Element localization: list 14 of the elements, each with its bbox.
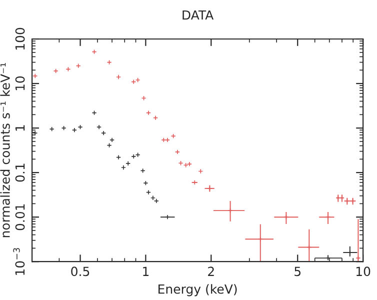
- x-tick-label: 0.5: [71, 266, 90, 276]
- chart-title: DATA: [182, 10, 214, 20]
- x-tick-label: 2: [208, 266, 214, 276]
- y-tick-label: 0.1: [15, 164, 25, 182]
- y-tick-label: 10$^{−3}$: [13, 248, 25, 275]
- y-tick-label: 0.01: [15, 204, 25, 230]
- x-tick-label: 5: [294, 266, 301, 276]
- y-tick-label: 1: [15, 125, 25, 131]
- y-tick-label: 10: [15, 76, 25, 90]
- x-axis-title: Energy (keV): [158, 284, 237, 296]
- y-axis-title: normalized counts s⁻¹ keV⁻¹: [0, 63, 10, 238]
- x-tick-label: 1: [143, 266, 149, 276]
- y-tick-label: 100: [15, 28, 25, 50]
- x-tick-label: 10: [356, 266, 370, 276]
